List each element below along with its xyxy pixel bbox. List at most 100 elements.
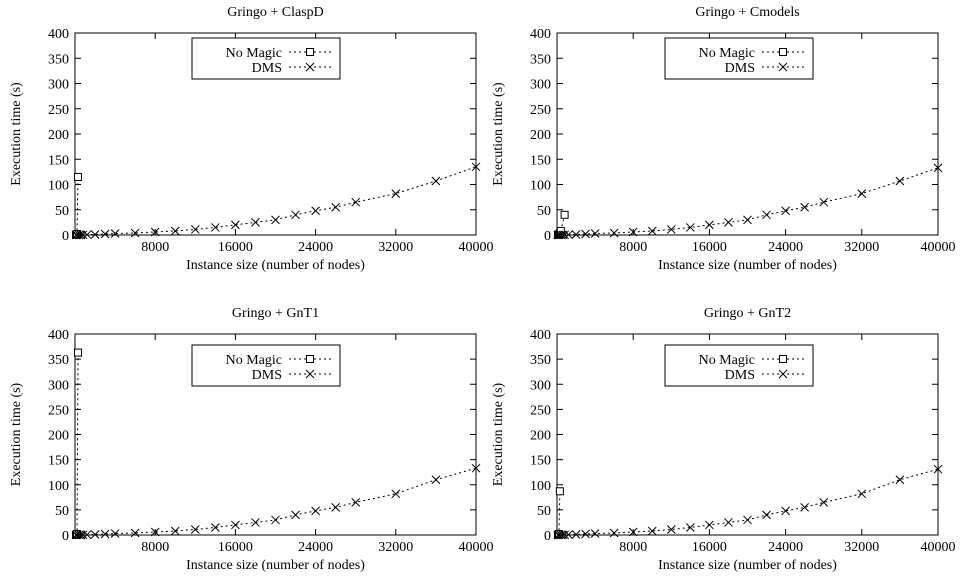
dms-point bbox=[471, 162, 481, 172]
dms-point bbox=[685, 223, 695, 232]
y-tick-label: 150 bbox=[48, 153, 69, 168]
x-tick-label: 24000 bbox=[768, 540, 803, 555]
dms-point bbox=[231, 220, 240, 230]
dms-point bbox=[581, 229, 590, 239]
y-axis-label: Execution time (s) bbox=[491, 82, 506, 186]
chart-panel-1: Gringo + ClaspD 0 50 100 150 200 250 300 350 400 8… bbox=[9, 5, 494, 273]
y-axis-label: Execution time (s) bbox=[9, 382, 24, 486]
series-line-dms bbox=[557, 167, 939, 236]
dms-point bbox=[150, 527, 160, 537]
y-tick-label: 100 bbox=[48, 179, 69, 194]
legend-box bbox=[664, 344, 814, 387]
legend-label: DMS bbox=[725, 368, 755, 383]
dms-point bbox=[819, 497, 829, 507]
x-tick-label: 16000 bbox=[692, 240, 727, 255]
dms-point bbox=[556, 230, 566, 240]
dms-point bbox=[933, 464, 943, 474]
y-tick-label: 150 bbox=[48, 454, 69, 469]
dms-point bbox=[778, 369, 788, 379]
dms-point bbox=[190, 525, 200, 534]
dms-point bbox=[647, 526, 657, 536]
y-tick-label: 0 bbox=[62, 529, 69, 544]
dms-point bbox=[90, 530, 100, 539]
x-tick-label: 32000 bbox=[844, 240, 879, 255]
dms-point bbox=[74, 530, 84, 540]
dms-point bbox=[291, 210, 300, 220]
series-line-dms bbox=[76, 467, 477, 536]
dms-point bbox=[705, 520, 714, 530]
dms-point bbox=[800, 503, 810, 512]
y-tick-label: 400 bbox=[530, 328, 551, 343]
dms-point bbox=[251, 518, 260, 527]
y-tick-label: 250 bbox=[530, 103, 551, 118]
x-tick-label: 24000 bbox=[298, 240, 333, 255]
dms-point bbox=[210, 523, 220, 532]
no-magic-point bbox=[779, 355, 787, 363]
dms-point bbox=[431, 176, 441, 186]
dms-point bbox=[331, 503, 341, 512]
chart-title: Gringo + ClaspD bbox=[227, 5, 324, 20]
legend-label: DMS bbox=[725, 61, 755, 76]
y-tick-label: 400 bbox=[48, 328, 69, 343]
dms-point bbox=[857, 189, 867, 198]
dms-point bbox=[210, 223, 220, 232]
dms-point bbox=[685, 523, 695, 532]
dms-point bbox=[291, 510, 300, 520]
x-tick-label: 8000 bbox=[619, 540, 647, 555]
x-tick-label: 32000 bbox=[844, 540, 879, 555]
y-tick-label: 200 bbox=[48, 128, 69, 143]
dms-point bbox=[571, 530, 581, 539]
dms-point bbox=[819, 197, 829, 207]
x-tick-label: 24000 bbox=[768, 240, 803, 255]
y-tick-label: 100 bbox=[530, 479, 551, 494]
x-tick-label: 8000 bbox=[141, 540, 169, 555]
dms-point bbox=[351, 197, 361, 207]
x-tick-label: 16000 bbox=[692, 540, 727, 555]
y-tick-label: 0 bbox=[62, 229, 69, 244]
dms-point bbox=[628, 227, 638, 237]
dms-point bbox=[82, 530, 92, 540]
y-tick-label: 100 bbox=[530, 179, 551, 194]
y-axis-label: Execution time (s) bbox=[9, 82, 24, 186]
dms-point bbox=[556, 530, 566, 540]
dms-point bbox=[82, 230, 92, 240]
dms-point bbox=[100, 529, 110, 539]
dms-point bbox=[90, 230, 100, 239]
chart-panel-3: Gringo + GnT1 0 50 100 150 200 250 300 350 400 800… bbox=[9, 306, 494, 573]
y-tick-label: 300 bbox=[530, 78, 551, 93]
dms-point bbox=[895, 475, 905, 485]
x-tick-label: 40000 bbox=[459, 540, 494, 555]
series-line-no-magic bbox=[557, 491, 561, 536]
legend-box bbox=[664, 37, 814, 80]
legend-label: No Magic bbox=[226, 353, 282, 368]
dms-point bbox=[311, 506, 320, 516]
dms-point bbox=[150, 227, 160, 237]
y-tick-label: 400 bbox=[530, 27, 551, 42]
x-tick-label: 8000 bbox=[619, 240, 647, 255]
dms-point bbox=[78, 230, 88, 240]
dms-point bbox=[471, 463, 481, 473]
y-tick-label: 300 bbox=[530, 378, 551, 393]
y-axis-label: Execution time (s) bbox=[491, 382, 506, 486]
no-magic-point bbox=[306, 48, 314, 56]
dms-point bbox=[170, 526, 180, 536]
x-tick-label: 16000 bbox=[218, 540, 253, 555]
y-tick-label: 350 bbox=[48, 353, 69, 368]
dms-point bbox=[391, 189, 401, 198]
dms-point bbox=[933, 163, 943, 173]
legend-box bbox=[191, 37, 341, 80]
y-tick-label: 0 bbox=[544, 229, 551, 244]
chart-title: Gringo + GnT2 bbox=[704, 306, 791, 321]
y-tick-label: 200 bbox=[48, 429, 69, 444]
dms-point bbox=[778, 62, 788, 72]
x-tick-label: 16000 bbox=[218, 240, 253, 255]
y-tick-label: 350 bbox=[48, 52, 69, 67]
y-tick-label: 200 bbox=[530, 429, 551, 444]
legend-box bbox=[191, 344, 341, 387]
y-tick-label: 250 bbox=[48, 403, 69, 418]
y-tick-label: 300 bbox=[48, 378, 69, 393]
